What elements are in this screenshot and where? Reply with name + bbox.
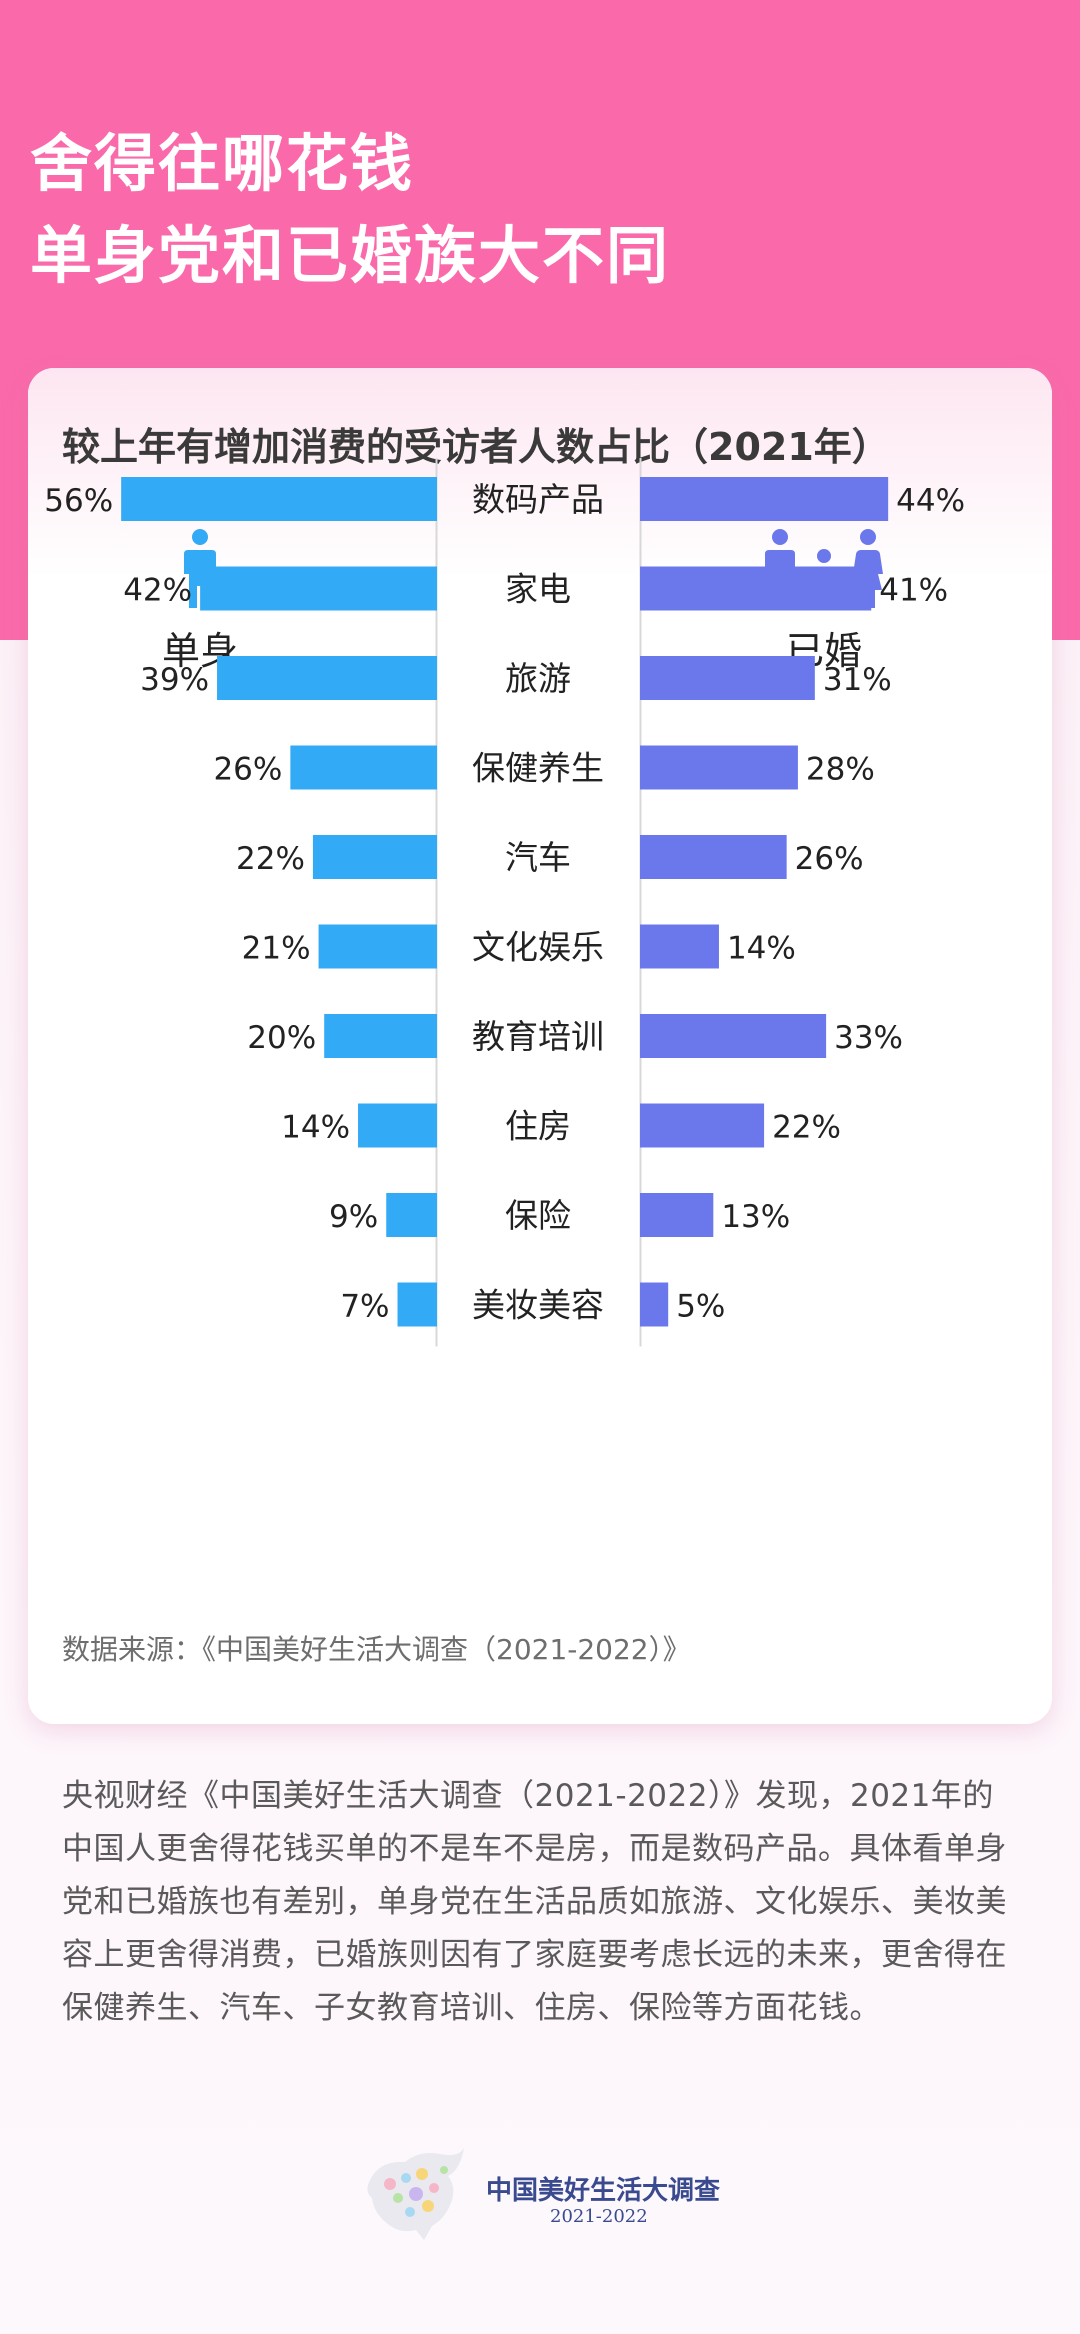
category-label-6: 教育培训: [472, 1017, 604, 1056]
bar-married-4: [640, 835, 787, 879]
value-label-single-5: 21%: [242, 931, 311, 967]
value-label-married-1: 41%: [879, 573, 948, 609]
bar-single-3: [290, 745, 437, 790]
value-label-single-2: 39%: [140, 662, 209, 698]
value-label-married-9: 5%: [676, 1289, 725, 1325]
category-label-1: 家电: [505, 570, 571, 609]
category-label-7: 住房: [505, 1107, 571, 1146]
value-label-married-0: 44%: [896, 483, 965, 519]
survey-logo: 中国美好生活大调查 2021-2022: [360, 2140, 760, 2250]
bar-single-4: [312, 835, 437, 879]
bar-single-0: [121, 477, 437, 521]
category-label-9: 美妆美容: [472, 1286, 604, 1325]
bar-married-8: [640, 1193, 714, 1237]
category-label-4: 汽车: [505, 838, 571, 877]
value-label-single-6: 20%: [247, 1020, 316, 1056]
category-label-3: 保健养生: [472, 749, 604, 788]
value-label-single-4: 22%: [236, 841, 305, 877]
logo-years: 2021-2022: [550, 2206, 648, 2227]
headline-line-1: 舍得往哪花钱: [30, 127, 415, 200]
headline-line-2: 单身党和已婚族大不同: [30, 219, 671, 292]
bar-married-5: [640, 924, 719, 969]
bar-married-1: [640, 566, 872, 611]
data-source: 数据来源：《中国美好生活大调查（2021-2022）》: [62, 1633, 691, 1666]
value-label-single-0: 56%: [44, 483, 113, 519]
bar-single-1: [200, 566, 437, 611]
butterfly-bar-chart: 数码产品 56% 44% 家电 42% 41% 旅游 39% 31% 保健养生 26% 28% 汽车 22…: [44, 458, 965, 1347]
bar-single-9: [397, 1282, 437, 1327]
value-label-single-7: 14%: [281, 1110, 350, 1146]
category-label-2: 旅游: [505, 659, 571, 698]
value-label-married-6: 33%: [834, 1020, 903, 1056]
headline: 舍得往哪花钱 单身党和已婚族大不同: [30, 118, 670, 302]
value-label-married-3: 28%: [806, 752, 875, 788]
value-label-married-2: 31%: [823, 662, 892, 698]
category-label-5: 文化娱乐: [472, 928, 604, 967]
value-label-single-1: 42%: [123, 573, 192, 609]
logo-name: 中国美好生活大调查: [486, 2176, 721, 2206]
bar-married-6: [640, 1014, 827, 1058]
description-text: 央视财经《中国美好生活大调查（2021-2022）》发现，2021年的中国人更舍…: [62, 1778, 1007, 2026]
value-label-married-4: 26%: [795, 841, 864, 877]
bar-married-3: [640, 745, 798, 790]
value-label-single-9: 7%: [340, 1289, 389, 1325]
bar-single-5: [318, 924, 437, 969]
value-label-married-8: 13%: [721, 1199, 790, 1235]
category-label-8: 保险: [505, 1196, 571, 1235]
value-label-single-3: 26%: [213, 752, 282, 788]
bar-single-7: [358, 1103, 437, 1148]
bar-single-8: [386, 1193, 437, 1237]
chart-card: 较上年有增加消费的受访者人数占比（2021年） 单身 已婚 数码产品 56% 44%…: [28, 368, 1052, 1724]
chart-title: 较上年有增加消费的受访者人数占比（2021年）: [62, 425, 890, 469]
category-label-0: 数码产品: [472, 480, 604, 519]
bar-married-7: [640, 1103, 765, 1148]
survey-logo-icon: [367, 2148, 464, 2240]
bar-single-2: [217, 656, 437, 700]
bar-married-2: [640, 656, 815, 700]
bar-single-6: [324, 1014, 437, 1058]
bar-married-0: [640, 477, 889, 521]
value-label-married-5: 14%: [727, 931, 796, 967]
value-label-married-7: 22%: [772, 1110, 841, 1146]
bar-married-9: [640, 1282, 669, 1327]
value-label-single-8: 9%: [329, 1199, 378, 1235]
